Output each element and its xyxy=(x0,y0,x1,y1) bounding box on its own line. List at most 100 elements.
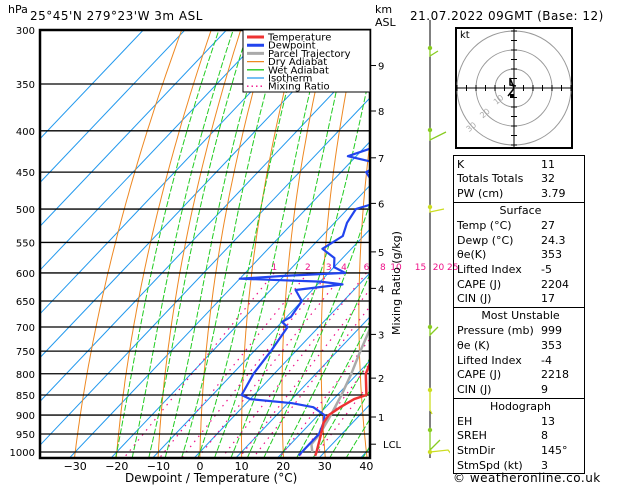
wet-adiabat-line xyxy=(328,389,370,458)
pressure-tick-label: 400 xyxy=(16,127,35,138)
km-tick-label: 4 xyxy=(378,284,384,295)
mixing-ratio-label: 10 xyxy=(390,263,402,273)
mu-row: CIN (J) 9 xyxy=(457,382,548,396)
plot-frame xyxy=(38,28,372,460)
km-tick-label: LCL xyxy=(383,440,402,451)
legend-box xyxy=(242,29,371,93)
km-label: km xyxy=(375,3,393,16)
hodograph-storm-marker xyxy=(510,94,514,98)
mixing-ratio-label: 25 xyxy=(447,263,458,273)
index-row-k: K 11 xyxy=(457,157,555,171)
wet-adiabat-line xyxy=(115,30,220,458)
pressure-tick-label: 550 xyxy=(16,238,35,249)
temperature-tick-label: 10 xyxy=(235,460,249,473)
pressure-tick-label: 300 xyxy=(16,26,35,37)
wind-barb xyxy=(429,390,433,415)
indices-table: K 11 Totals Totals 32 PW (cm) 3.79 Surface … xyxy=(453,155,585,475)
indices-surface: Surface Temp (°C) 27 Dewp (°C) 24.3 θe(K) 3… xyxy=(453,201,585,307)
wet-adiabat-line xyxy=(213,30,326,458)
legend-label: Isotherm xyxy=(268,74,312,85)
pressure-gridlines xyxy=(40,29,370,453)
dry-adiabat-line xyxy=(624,30,629,466)
legend-label: Dry Adiabat xyxy=(268,57,327,68)
mixing-ratio-line xyxy=(123,272,275,458)
temperature-tick-label: 40 xyxy=(359,460,373,473)
location-title: 25°45'N 279°23'W 3m ASL xyxy=(30,9,203,23)
isotherm-line xyxy=(40,53,370,403)
axes: 1 2 3 4 6 8 10 15 20 2530035040045050055060065070… xyxy=(10,26,459,473)
surface-title: Surface xyxy=(499,203,542,217)
temperature-tick-label: −30 xyxy=(64,460,87,473)
mu-row: θe (K) 353 xyxy=(457,338,562,352)
wet-adiabat-line xyxy=(197,30,303,458)
indices-top: K 11 Totals Totals 32 PW (cm) 3.79 xyxy=(453,155,585,202)
isotherm-line xyxy=(68,140,370,458)
wet-adiabat-line xyxy=(263,201,370,458)
mixing-ratio-label: 4 xyxy=(341,263,347,273)
surface-row: CIN (J) 17 xyxy=(457,292,555,306)
mixing-ratio-label: 15 xyxy=(415,263,426,273)
dry-adiabat-line xyxy=(74,30,183,458)
pressure-tick-label: 450 xyxy=(16,168,35,179)
pressure-tick-label: 750 xyxy=(16,347,35,358)
dry-adiabat-line xyxy=(157,30,242,458)
legend-label: Wet Adiabat xyxy=(268,65,329,76)
legend-label: Dewpoint xyxy=(268,41,316,52)
surface-row: CAPE (J) 2204 xyxy=(457,277,569,291)
surface-row: Temp (°C) 27 xyxy=(457,219,555,233)
km-tick-label: 9 xyxy=(378,62,384,73)
pressure-tick-label: 700 xyxy=(16,323,35,334)
dry-adiabat-line xyxy=(594,30,629,466)
index-row-pw: PW (cm) 3.79 xyxy=(457,186,566,200)
hodo-row: StmDir 145° xyxy=(457,444,568,458)
wet-adiabat-line xyxy=(345,418,370,458)
temperature-tick-label: −10 xyxy=(147,460,170,473)
wet-adiabat-line xyxy=(164,30,266,458)
km-tick-label: 6 xyxy=(378,199,384,210)
wind-barbs xyxy=(427,20,450,458)
dewpoint-line xyxy=(238,30,370,457)
pressure-tick-label: 650 xyxy=(16,297,35,308)
wet-adiabat-line xyxy=(295,320,370,458)
mu-row: CAPE (J) 2218 xyxy=(457,368,569,382)
km-tick-label: 1 xyxy=(378,413,384,424)
hodo-row: StmSpd (kt) 3 xyxy=(457,458,548,472)
datetime-title: 21.07.2022 09GMT (Base: 12) xyxy=(410,9,604,23)
x-axis-title: Dewpoint / Temperature (°C) xyxy=(125,471,298,485)
pressure-tick-label: 350 xyxy=(16,80,35,91)
wet-adiabat-line xyxy=(279,272,370,458)
wet-adiabat-line xyxy=(181,30,284,458)
wind-barb-dot xyxy=(427,45,433,51)
km-tick-label: 5 xyxy=(378,248,384,259)
hodograph-title: Hodograph xyxy=(490,399,551,413)
isotherm-line xyxy=(193,272,370,458)
pressure-tick-label: 850 xyxy=(16,391,35,402)
temperature-tick-label: 30 xyxy=(318,460,332,473)
dry-adiabat-line xyxy=(199,30,271,458)
isotherm-line xyxy=(110,184,370,458)
legend-label: Temperature xyxy=(267,33,331,44)
wet-adiabat-line xyxy=(246,72,370,458)
km-tick-label: 2 xyxy=(378,374,384,385)
temperature-line xyxy=(314,359,370,456)
parcel-trajectory-line xyxy=(310,325,370,453)
asl-label: ASL xyxy=(375,16,396,29)
hodograph-trace xyxy=(507,77,517,97)
legend-label: Mixing Ratio xyxy=(268,82,330,93)
temperature-tick-label: −20 xyxy=(105,460,128,473)
pressure-tick-label: 950 xyxy=(16,430,35,441)
km-tick-label: 3 xyxy=(378,330,384,341)
mixing-ratio-label: 6 xyxy=(364,263,370,273)
wind-barb xyxy=(429,449,450,454)
isotherm-line xyxy=(40,30,269,271)
isotherm-line xyxy=(40,30,352,359)
hodograph-unit: kt xyxy=(460,30,470,41)
indices-hodograph: Hodograph EH 13 SREH 8 StmDir 145° StmSpd (… xyxy=(453,397,585,475)
wind-barb xyxy=(429,207,445,213)
hodo-row: SREH 8 xyxy=(457,429,548,443)
isotherm-line xyxy=(40,30,227,228)
surface-row: θe(K) 353 xyxy=(457,248,562,262)
wet-adiabat-line xyxy=(131,30,234,458)
wind-barb xyxy=(429,430,441,452)
